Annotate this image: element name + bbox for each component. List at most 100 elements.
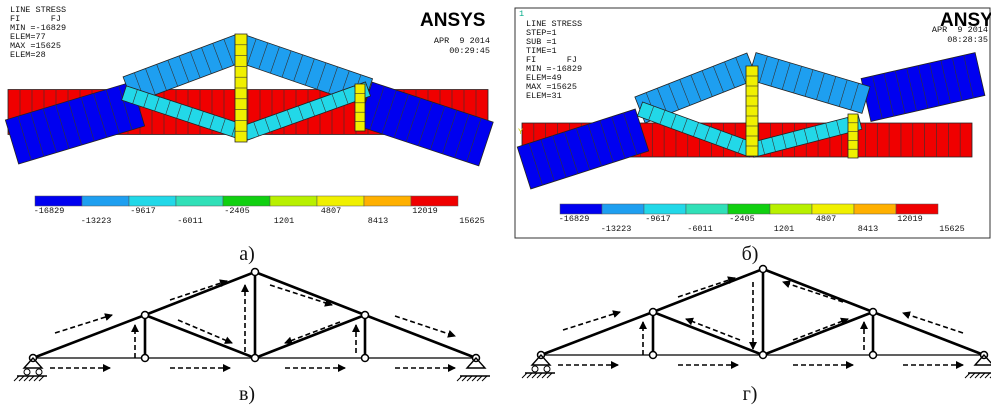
- truss-node: [250, 267, 260, 277]
- legend-label: -16829: [559, 214, 590, 224]
- truss-node: [758, 350, 768, 360]
- element-divider: [724, 61, 735, 88]
- hatch: [23, 375, 30, 382]
- element-divider: [143, 93, 149, 108]
- element-divider: [145, 68, 156, 95]
- element-divider: [759, 55, 768, 83]
- element-divider: [369, 86, 385, 130]
- element-divider: [209, 114, 215, 130]
- truss-member: [254, 270, 366, 317]
- header-line: SUB =1: [526, 37, 557, 47]
- legend-label: -2405: [729, 214, 755, 224]
- element-divider: [816, 72, 825, 100]
- element-divider: [342, 89, 349, 105]
- header-line: STEP=1: [526, 28, 557, 38]
- header-line: ELEM=49: [526, 73, 562, 83]
- truss-member: [144, 270, 256, 317]
- element-divider: [176, 103, 182, 119]
- hatch: [979, 372, 986, 379]
- caption: б): [742, 243, 759, 265]
- element-divider: [648, 105, 655, 121]
- element-divider: [804, 69, 814, 97]
- legend-label: 15625: [939, 224, 965, 234]
- truss-member: [254, 313, 366, 360]
- force-arrow: [677, 276, 736, 298]
- element-divider: [803, 128, 809, 144]
- element-divider: [659, 110, 666, 125]
- legend-label: -2405: [224, 206, 250, 216]
- element-divider: [657, 88, 668, 115]
- legend-swatch: [853, 203, 897, 215]
- legend-label: 1201: [274, 216, 294, 226]
- element-divider: [906, 68, 917, 112]
- element-divider: [940, 60, 951, 104]
- legend-swatch: [222, 195, 271, 207]
- element-divider: [454, 114, 470, 158]
- roller: [23, 368, 31, 376]
- beam-element: [847, 113, 859, 159]
- element-divider: [246, 38, 257, 66]
- element-divider: [105, 89, 120, 134]
- legend-swatch: [601, 203, 645, 215]
- element-divider: [42, 108, 57, 153]
- truss-node: [140, 310, 150, 320]
- hatch: [964, 372, 971, 379]
- time: 00:29:45: [449, 46, 490, 56]
- element-divider: [704, 126, 711, 141]
- element-divider: [154, 96, 160, 112]
- hatch: [541, 372, 548, 379]
- element-divider: [827, 76, 837, 104]
- element-divider: [466, 118, 482, 162]
- time: 08:28:35: [947, 35, 988, 45]
- caption: а): [239, 243, 255, 265]
- legend-label: -6011: [177, 216, 203, 226]
- element-divider: [770, 59, 780, 87]
- header-line: TIME=1: [526, 46, 557, 56]
- truss-node: [250, 353, 260, 363]
- header-line: FI FJ: [10, 14, 61, 24]
- element-divider: [793, 66, 802, 94]
- hatch: [521, 372, 528, 379]
- truss-member: [762, 267, 874, 314]
- element-divider: [611, 116, 626, 159]
- truss-node: [868, 307, 878, 317]
- force-arrow: [177, 319, 233, 344]
- truss-member: [652, 267, 764, 314]
- element-divider: [187, 107, 193, 123]
- legend-label: -9617: [130, 206, 156, 216]
- element-divider: [963, 55, 974, 99]
- element-divider: [223, 38, 234, 66]
- logo: ANSYS: [420, 10, 485, 31]
- legend-label: 1201: [774, 224, 794, 234]
- element-divider: [693, 122, 699, 137]
- header-line: LINE STRESS: [10, 5, 66, 15]
- element-divider: [270, 46, 280, 74]
- element-divider: [80, 97, 95, 142]
- header-line: ELEM=28: [10, 50, 46, 60]
- beam-element: [745, 65, 759, 157]
- truss-node: [648, 350, 658, 360]
- element-divider: [883, 73, 894, 117]
- header-line: MIN =-16829: [526, 64, 582, 74]
- truss-node: [648, 307, 658, 317]
- element-divider: [771, 137, 776, 152]
- element-divider: [552, 135, 567, 178]
- element-divider: [201, 47, 212, 74]
- legend-swatch: [727, 203, 771, 215]
- element-divider: [681, 118, 688, 133]
- legend-label: 4807: [321, 206, 341, 216]
- element-divider: [253, 121, 259, 137]
- element-divider: [850, 83, 859, 111]
- legend-swatch: [410, 195, 459, 207]
- element-divider: [838, 79, 848, 107]
- element-divider: [587, 124, 602, 167]
- legend-swatch: [685, 203, 729, 215]
- element-divider: [328, 66, 338, 94]
- truss-node: [758, 264, 768, 274]
- element-divider: [393, 94, 409, 138]
- element-divider: [165, 100, 171, 115]
- legend-swatch: [128, 195, 177, 207]
- force-arrow: [782, 280, 844, 303]
- element-divider: [793, 131, 798, 147]
- element-divider: [623, 112, 638, 155]
